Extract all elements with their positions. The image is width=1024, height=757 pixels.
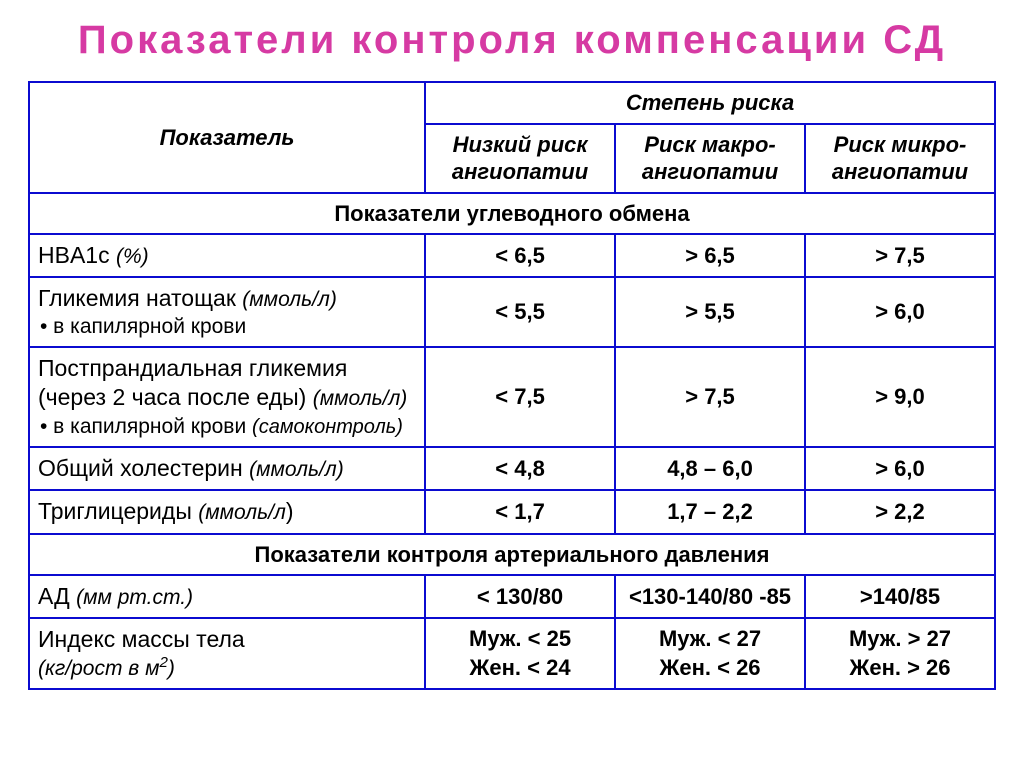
col-header-macro-risk: Риск макро- ангиопатии bbox=[615, 124, 805, 193]
cell-macro: > 5,5 bbox=[615, 277, 805, 347]
cell-low: < 4,8 bbox=[425, 447, 615, 490]
sub-label: • в капилярной крови bbox=[38, 314, 416, 340]
sub-unit: (самоконтроль) bbox=[252, 416, 403, 438]
unit-sup: 2 bbox=[159, 654, 167, 671]
label: HBA1c bbox=[38, 242, 116, 268]
unit: (ммоль/л) bbox=[249, 458, 344, 481]
cell-indicator: Гликемия натощак (ммоль/л) • в капилярно… bbox=[29, 277, 425, 347]
sub-label: • в капилярной крови bbox=[40, 415, 252, 438]
label-line1: Постпрандиальная гликемия bbox=[38, 354, 416, 383]
val-male: Муж. < 27 bbox=[659, 626, 761, 651]
cell-low: < 7,5 bbox=[425, 347, 615, 447]
page-title: Показатели контроля компенсации СД bbox=[28, 18, 996, 63]
cell-low: < 5,5 bbox=[425, 277, 615, 347]
text: ангиопатии bbox=[452, 159, 588, 184]
label-line2: (кг/рост в м2) bbox=[38, 654, 416, 682]
text: Низкий риск bbox=[453, 132, 588, 157]
header-row-1: Показатель Степень риска bbox=[29, 82, 995, 124]
label: Гликемия натощак bbox=[38, 285, 242, 311]
slide: Показатели контроля компенсации СД Показ… bbox=[0, 0, 1024, 757]
cell-micro: > 7,5 bbox=[805, 234, 995, 277]
col-header-risk-group: Степень риска bbox=[425, 82, 995, 124]
col-header-low-risk: Низкий риск ангиопатии bbox=[425, 124, 615, 193]
text: ангиопатии bbox=[832, 159, 968, 184]
val-female: Жен. > 26 bbox=[849, 655, 950, 680]
cell-macro: > 6,5 bbox=[615, 234, 805, 277]
cell-low: < 130/80 bbox=[425, 575, 615, 618]
cell-low: < 1,7 bbox=[425, 490, 615, 533]
row-cholesterol: Общий холестерин (ммоль/л) < 4,8 4,8 – 6… bbox=[29, 447, 995, 490]
cell-macro: 4,8 – 6,0 bbox=[615, 447, 805, 490]
cell-micro: > 6,0 bbox=[805, 447, 995, 490]
cell-micro: > 2,2 bbox=[805, 490, 995, 533]
col-header-micro-risk: Риск микро- ангиопатии bbox=[805, 124, 995, 193]
cell-indicator: Триглицериды (ммоль/л) bbox=[29, 490, 425, 533]
cell-indicator: АД (мм рт.ст.) bbox=[29, 575, 425, 618]
compensation-table: Показатель Степень риска Низкий риск анг… bbox=[28, 81, 996, 690]
cell-indicator: Общий холестерин (ммоль/л) bbox=[29, 447, 425, 490]
unit-pre: (кг/рост в м bbox=[38, 657, 159, 680]
unit: (мм рт.ст.) bbox=[76, 586, 193, 609]
row-blood-pressure: АД (мм рт.ст.) < 130/80 <130-140/80 -85 … bbox=[29, 575, 995, 618]
unit: (ммоль/л) bbox=[242, 288, 337, 311]
cell-low: < 6,5 bbox=[425, 234, 615, 277]
label-line2: (через 2 часа после еды) bbox=[38, 384, 313, 410]
label-line1: Индекс массы тела bbox=[38, 625, 416, 654]
val-male: Муж. > 27 bbox=[849, 626, 951, 651]
label: Общий холестерин bbox=[38, 455, 249, 481]
unit-close: ) bbox=[286, 498, 294, 524]
val-male: Муж. < 25 bbox=[469, 626, 571, 651]
cell-micro: Муж. > 27 Жен. > 26 bbox=[805, 618, 995, 689]
row-bmi: Индекс массы тела (кг/рост в м2) Муж. < … bbox=[29, 618, 995, 689]
cell-indicator: HBA1c (%) bbox=[29, 234, 425, 277]
cell-macro: Муж. < 27 Жен. < 26 bbox=[615, 618, 805, 689]
cell-indicator: Индекс массы тела (кг/рост в м2) bbox=[29, 618, 425, 689]
row-postprandial-glycemia: Постпрандиальная гликемия (через 2 часа … bbox=[29, 347, 995, 447]
row-fasting-glycemia: Гликемия натощак (ммоль/л) • в капилярно… bbox=[29, 277, 995, 347]
cell-micro: > 6,0 bbox=[805, 277, 995, 347]
cell-micro: >140/85 bbox=[805, 575, 995, 618]
cell-micro: > 9,0 bbox=[805, 347, 995, 447]
unit-post: ) bbox=[168, 657, 175, 680]
label: Триглицериды bbox=[38, 498, 198, 524]
col-header-indicator: Показатель bbox=[29, 82, 425, 193]
cell-macro: 1,7 – 2,2 bbox=[615, 490, 805, 533]
section-row-carb: Показатели углеводного обмена bbox=[29, 193, 995, 235]
cell-macro: > 7,5 bbox=[615, 347, 805, 447]
cell-indicator: Постпрандиальная гликемия (через 2 часа … bbox=[29, 347, 425, 447]
section-row-bp: Показатели контроля артериального давлен… bbox=[29, 534, 995, 576]
row-hba1c: HBA1c (%) < 6,5 > 6,5 > 7,5 bbox=[29, 234, 995, 277]
text: ангиопатии bbox=[642, 159, 778, 184]
section-header-bp: Показатели контроля артериального давлен… bbox=[29, 534, 995, 576]
row-triglycerides: Триглицериды (ммоль/л) < 1,7 1,7 – 2,2 >… bbox=[29, 490, 995, 533]
val-female: Жен. < 24 bbox=[470, 655, 571, 680]
text: Риск макро- bbox=[644, 132, 775, 157]
section-header-carb: Показатели углеводного обмена bbox=[29, 193, 995, 235]
cell-macro: <130-140/80 -85 bbox=[615, 575, 805, 618]
cell-low: Муж. < 25 Жен. < 24 bbox=[425, 618, 615, 689]
label: АД bbox=[38, 583, 76, 609]
unit: (ммоль/л bbox=[198, 501, 286, 524]
unit: (ммоль/л) bbox=[313, 387, 408, 410]
val-female: Жен. < 26 bbox=[659, 655, 760, 680]
unit: (%) bbox=[116, 245, 149, 268]
text: Риск микро- bbox=[834, 132, 967, 157]
